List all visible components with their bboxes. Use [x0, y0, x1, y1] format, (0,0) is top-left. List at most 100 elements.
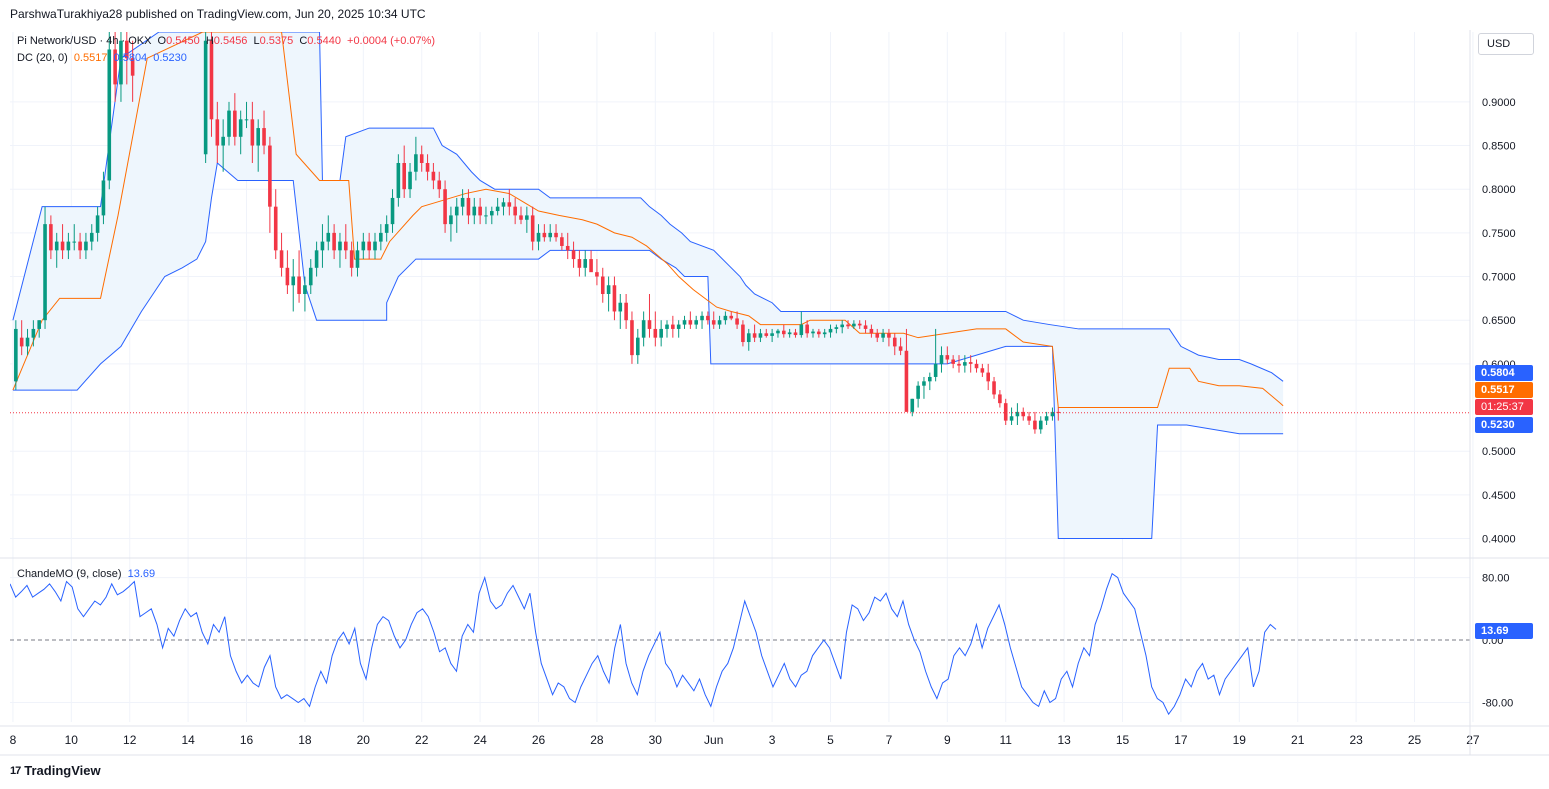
- candle-body: [659, 328, 663, 338]
- candle-body: [992, 381, 996, 395]
- candle-body: [776, 330, 780, 334]
- candle-body: [66, 241, 71, 251]
- candle-body: [262, 128, 266, 146]
- candle-body: [437, 180, 442, 190]
- dc-name[interactable]: DC (20, 0): [17, 52, 68, 64]
- brand-name: TradingView: [24, 763, 101, 778]
- donchian-upper-line: [12, 32, 1284, 382]
- candle-body: [741, 324, 745, 343]
- osc-legend[interactable]: ChandeMO (9, close) 13.69: [17, 568, 158, 580]
- candle-body: [875, 333, 880, 338]
- dc-basis-tag: 0.5517: [1475, 382, 1533, 398]
- low-value: 0.5375: [259, 35, 294, 47]
- currency-button[interactable]: USD: [1478, 33, 1534, 55]
- candle-body: [31, 328, 36, 338]
- candle-body: [484, 215, 488, 217]
- candle-body: [840, 324, 844, 328]
- x-tick-label: 23: [1349, 733, 1363, 747]
- candle-body: [314, 250, 319, 268]
- dc-upper-tag: 0.5804: [1475, 365, 1533, 381]
- candle-body: [811, 331, 815, 334]
- donchian-fill: [12, 32, 1284, 539]
- candle-body: [583, 259, 588, 268]
- candle-body: [396, 163, 401, 198]
- candle-body: [805, 324, 809, 334]
- candle-body: [1009, 416, 1014, 421]
- x-tick-label: 3: [769, 733, 776, 747]
- candle-body: [332, 232, 336, 251]
- x-tick-label: 7: [886, 733, 893, 747]
- x-tick-label: 24: [473, 733, 487, 747]
- candle-body: [595, 272, 599, 277]
- candle-body: [203, 40, 208, 155]
- candle-body: [887, 333, 891, 338]
- osc-name[interactable]: ChandeMO (9, close): [17, 568, 122, 580]
- x-tick-label: 13: [1057, 733, 1071, 747]
- candle-body: [125, 40, 129, 59]
- candle-body: [793, 332, 798, 336]
- candle-body: [834, 327, 839, 329]
- candle-body: [676, 324, 681, 329]
- candle-body: [308, 267, 313, 286]
- y-tick-label: 0.5000: [1482, 446, 1516, 458]
- candle-body: [682, 320, 687, 325]
- candle-body: [419, 154, 424, 163]
- dc-lower-tag: 0.5230: [1475, 417, 1533, 433]
- close-value: 0.5440: [307, 35, 341, 47]
- candle-body: [653, 328, 658, 338]
- dc-basis-value: 0.5517: [73, 52, 108, 64]
- candle-body: [671, 324, 675, 329]
- close-label: C: [299, 35, 308, 47]
- x-tick-label: 18: [298, 733, 312, 747]
- candle-body: [472, 206, 477, 216]
- candle-body: [291, 276, 296, 286]
- candle-body: [717, 320, 722, 325]
- candle-body: [782, 330, 786, 335]
- axes: 8 10 12 14 16 18 20 22 24 26 28 30 Jun 3 5 7 9 11 13 15 17 19…: [0, 30, 1549, 756]
- candle-body: [390, 197, 395, 225]
- symbol-name[interactable]: Pi Network/USD · 4h · OKX: [17, 35, 152, 47]
- candle-body: [577, 259, 582, 268]
- candle-body: [414, 154, 418, 172]
- candle-body: [624, 302, 628, 321]
- candle-body: [910, 398, 915, 412]
- candle-body: [787, 332, 792, 335]
- candle-body: [355, 250, 360, 268]
- candle-body: [130, 58, 135, 76]
- candle-body: [542, 232, 547, 238]
- candle-body: [101, 180, 106, 216]
- symbol-legend[interactable]: Pi Network/USD · 4h · OKX O0.5450 H0.545…: [17, 35, 438, 47]
- candle-body: [939, 355, 944, 364]
- candle-body: [630, 320, 634, 356]
- candle-body: [758, 333, 763, 338]
- candle-body: [729, 315, 734, 319]
- candle-body: [507, 202, 512, 207]
- candle-body: [1015, 411, 1020, 417]
- candle-body: [869, 328, 874, 334]
- candle-body: [227, 110, 231, 137]
- dc-lower-value: 0.5230: [153, 52, 187, 64]
- candle-body: [238, 119, 243, 137]
- candle-body: [565, 245, 570, 251]
- candle-body: [916, 385, 920, 399]
- candle-body: [817, 331, 821, 335]
- candle-body: [402, 163, 406, 190]
- dc-legend[interactable]: DC (20, 0) 0.5517 0.5804 0.5230: [17, 52, 190, 64]
- candle-body: [1027, 416, 1031, 421]
- candle-body: [460, 197, 465, 207]
- tradingview-footer[interactable]: 17 TradingView: [10, 763, 101, 778]
- candle-body: [344, 241, 348, 251]
- candle-body: [320, 241, 325, 251]
- candle-body: [89, 232, 94, 242]
- candle-body: [974, 363, 979, 369]
- candle-body: [37, 320, 41, 329]
- candle-body: [998, 394, 1002, 404]
- candle-body: [904, 350, 909, 412]
- candle-body: [612, 285, 617, 312]
- candle-body: [846, 324, 850, 327]
- candle-body: [863, 325, 868, 329]
- candle-body: [43, 224, 47, 321]
- candle-body: [647, 320, 652, 329]
- y-tick-label: 0.7000: [1482, 272, 1516, 284]
